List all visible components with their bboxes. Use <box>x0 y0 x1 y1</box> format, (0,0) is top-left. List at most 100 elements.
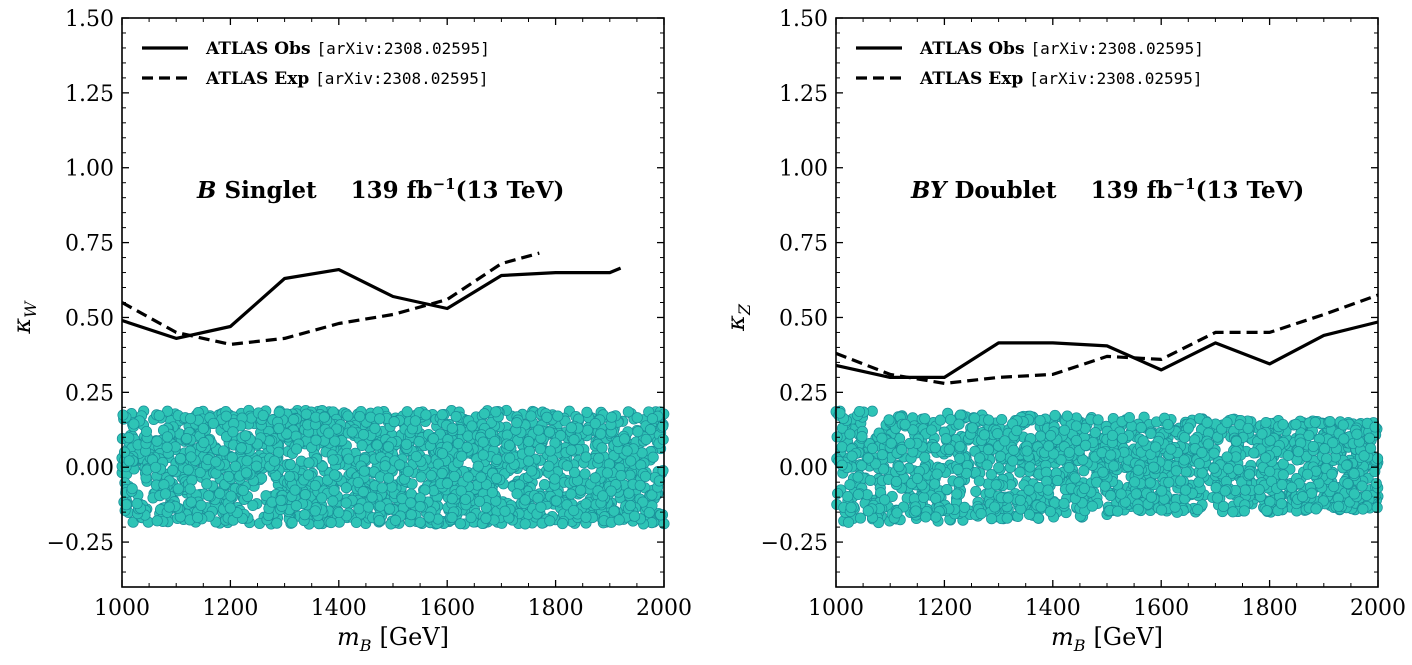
scatter-point <box>1342 478 1354 490</box>
scatter-point <box>621 445 633 457</box>
scatter-point <box>969 412 981 424</box>
scatter-point <box>342 410 354 422</box>
scatter-point <box>1063 462 1075 474</box>
scatter-point <box>247 499 259 511</box>
scatter-point <box>309 479 321 492</box>
scatter-point <box>120 499 132 511</box>
scatter-point <box>597 490 609 502</box>
scatter-point <box>329 435 341 447</box>
scatter-point <box>425 469 437 482</box>
scatter-point <box>1051 475 1064 487</box>
scatter-point <box>475 471 487 483</box>
scatter-point <box>1208 447 1220 459</box>
x-axis-label-right: mB [GeV] <box>1051 623 1163 655</box>
scatter-point <box>327 495 339 507</box>
right-panel: 1000 1200 1400 1600 1800 2000 −0.25 0.00 0.25 0.5… <box>722 7 1406 655</box>
scatter-point <box>958 501 971 513</box>
scatter-point <box>832 487 844 500</box>
scatter-point <box>844 479 856 491</box>
scatter-point <box>647 451 659 463</box>
scatter-point <box>640 433 652 445</box>
scatter-point <box>1135 422 1147 434</box>
scatter-point <box>198 437 210 449</box>
scatter-point <box>994 450 1007 462</box>
scatter-point <box>203 490 215 502</box>
scatter-point <box>1221 451 1233 463</box>
scatter-point <box>845 501 857 513</box>
scatter-point <box>1275 498 1288 510</box>
y-tick-label: 1.25 <box>779 82 828 107</box>
scatter-point <box>1180 484 1192 496</box>
scatter-point <box>415 471 427 483</box>
scatter-point <box>1008 444 1020 456</box>
scatter-point <box>1356 480 1368 492</box>
scatter-point <box>466 420 478 432</box>
scatter-point <box>1301 468 1314 480</box>
scatter-point <box>862 505 874 517</box>
scatter-point <box>1253 484 1265 496</box>
scatter-point <box>454 518 466 530</box>
scatter-point <box>1260 417 1272 429</box>
scatter-point <box>899 418 911 431</box>
annotation-right: BY Doublet 139 fb−1(13 TeV) <box>910 175 1304 204</box>
y-tick-label: −0.25 <box>761 531 828 556</box>
scatter-point <box>842 516 855 528</box>
scatter-point <box>1333 500 1345 512</box>
scatter-point <box>613 514 625 526</box>
y-axis-label-left: κW <box>8 300 40 335</box>
scatter-point <box>352 476 364 489</box>
scatter-point <box>290 500 302 512</box>
scatter-point <box>1035 501 1047 513</box>
scatter-point <box>384 503 396 515</box>
scatter-point <box>1055 454 1067 466</box>
scatter-point <box>657 420 669 432</box>
scatter-point <box>1192 504 1204 516</box>
scatter-point <box>388 416 400 428</box>
scatter-point <box>1227 506 1239 518</box>
scatter-point <box>533 424 545 436</box>
scatter-point <box>986 513 998 525</box>
scatter-point <box>376 482 388 494</box>
scatter-point <box>1024 461 1036 473</box>
scatter-point <box>1089 427 1101 439</box>
scatter-point <box>919 451 931 463</box>
scatter-point <box>299 489 311 501</box>
scatter-point <box>436 447 448 460</box>
scatter-point <box>303 457 315 469</box>
annotation-left: B Singlet 139 fb−1(13 TeV) <box>196 175 564 204</box>
scatter-point <box>275 494 287 506</box>
scatter-point <box>920 511 932 523</box>
scatter-point <box>354 410 366 423</box>
scatter-point <box>1364 432 1376 444</box>
scatter-point <box>891 507 903 519</box>
scatter-point <box>565 488 577 500</box>
scatter-point <box>890 475 902 488</box>
scatter-point <box>1286 481 1298 493</box>
scatter-point <box>653 475 665 487</box>
scatter-point <box>1165 443 1177 455</box>
scatter-point <box>333 506 345 519</box>
scatter-point <box>1097 466 1109 478</box>
scatter-point <box>856 431 868 443</box>
scatter-point <box>284 459 296 471</box>
scatter-point <box>420 409 432 421</box>
scatter-point <box>210 456 222 468</box>
scatter-point <box>414 501 426 513</box>
scatter-point <box>544 445 556 457</box>
scatter-point <box>201 478 213 490</box>
scatter-point <box>1123 411 1135 424</box>
scatter-point <box>1023 508 1035 521</box>
scatter-point <box>1309 416 1321 428</box>
series-lines-right <box>835 293 1379 385</box>
scatter-point <box>1256 428 1268 440</box>
scatter-point <box>883 414 895 426</box>
scatter-point <box>323 427 335 439</box>
scatter-point <box>632 426 644 438</box>
x-tick-label: 1600 <box>419 596 475 621</box>
scatter-point <box>1260 452 1272 464</box>
scatter-point <box>615 470 627 482</box>
legend-exp-label-left: ATLAS Exp [arXiv:2308.02595] <box>205 69 489 89</box>
scatter-point <box>836 441 848 453</box>
scatter-point <box>643 506 655 519</box>
scatter-point <box>340 497 352 509</box>
